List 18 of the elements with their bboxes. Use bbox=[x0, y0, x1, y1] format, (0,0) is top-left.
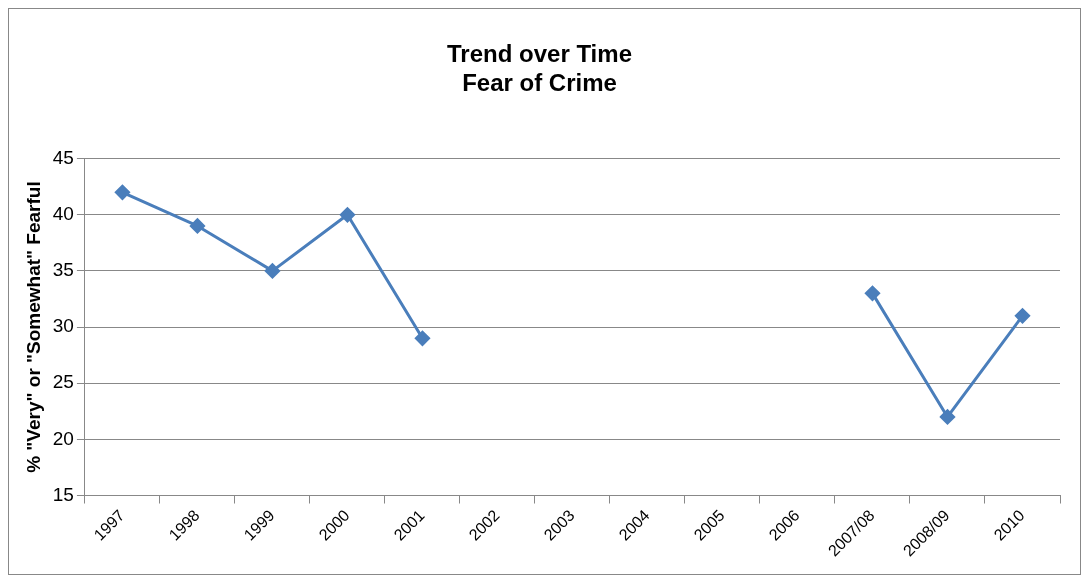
y-tick-label: 25 bbox=[52, 371, 74, 393]
text: Trend over Time bbox=[447, 40, 632, 68]
y-tick-label: 40 bbox=[52, 202, 74, 224]
point bbox=[114, 184, 130, 200]
y-tick-label: 20 bbox=[52, 427, 74, 449]
point bbox=[939, 409, 955, 425]
y-tick-label: 15 bbox=[52, 483, 74, 505]
point bbox=[1015, 308, 1030, 324]
y-tick-label: 35 bbox=[52, 259, 74, 281]
point bbox=[414, 330, 430, 346]
point bbox=[339, 207, 355, 223]
text: Fear of Crime bbox=[462, 68, 617, 96]
y-tick-label: 30 bbox=[52, 315, 74, 337]
point bbox=[264, 263, 280, 279]
point bbox=[864, 285, 880, 301]
y-tick-label: 45 bbox=[52, 146, 74, 168]
y-axis-title: % "Very" or "Somewhat" Fearful bbox=[22, 181, 44, 473]
point bbox=[189, 218, 205, 234]
